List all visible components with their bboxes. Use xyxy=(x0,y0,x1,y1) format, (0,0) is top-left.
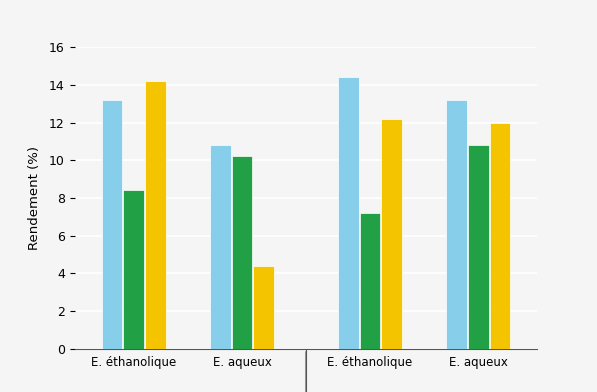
Bar xyxy=(124,191,144,349)
Bar xyxy=(101,100,122,349)
Bar xyxy=(447,100,467,349)
Bar xyxy=(232,156,253,349)
Bar xyxy=(490,122,510,349)
Bar xyxy=(253,266,274,349)
Y-axis label: Rendement (%): Rendement (%) xyxy=(27,146,41,250)
Bar xyxy=(468,145,488,349)
Bar xyxy=(381,119,402,349)
Bar xyxy=(359,213,380,349)
Bar xyxy=(338,77,359,349)
Bar xyxy=(210,145,230,349)
Bar xyxy=(145,81,165,349)
